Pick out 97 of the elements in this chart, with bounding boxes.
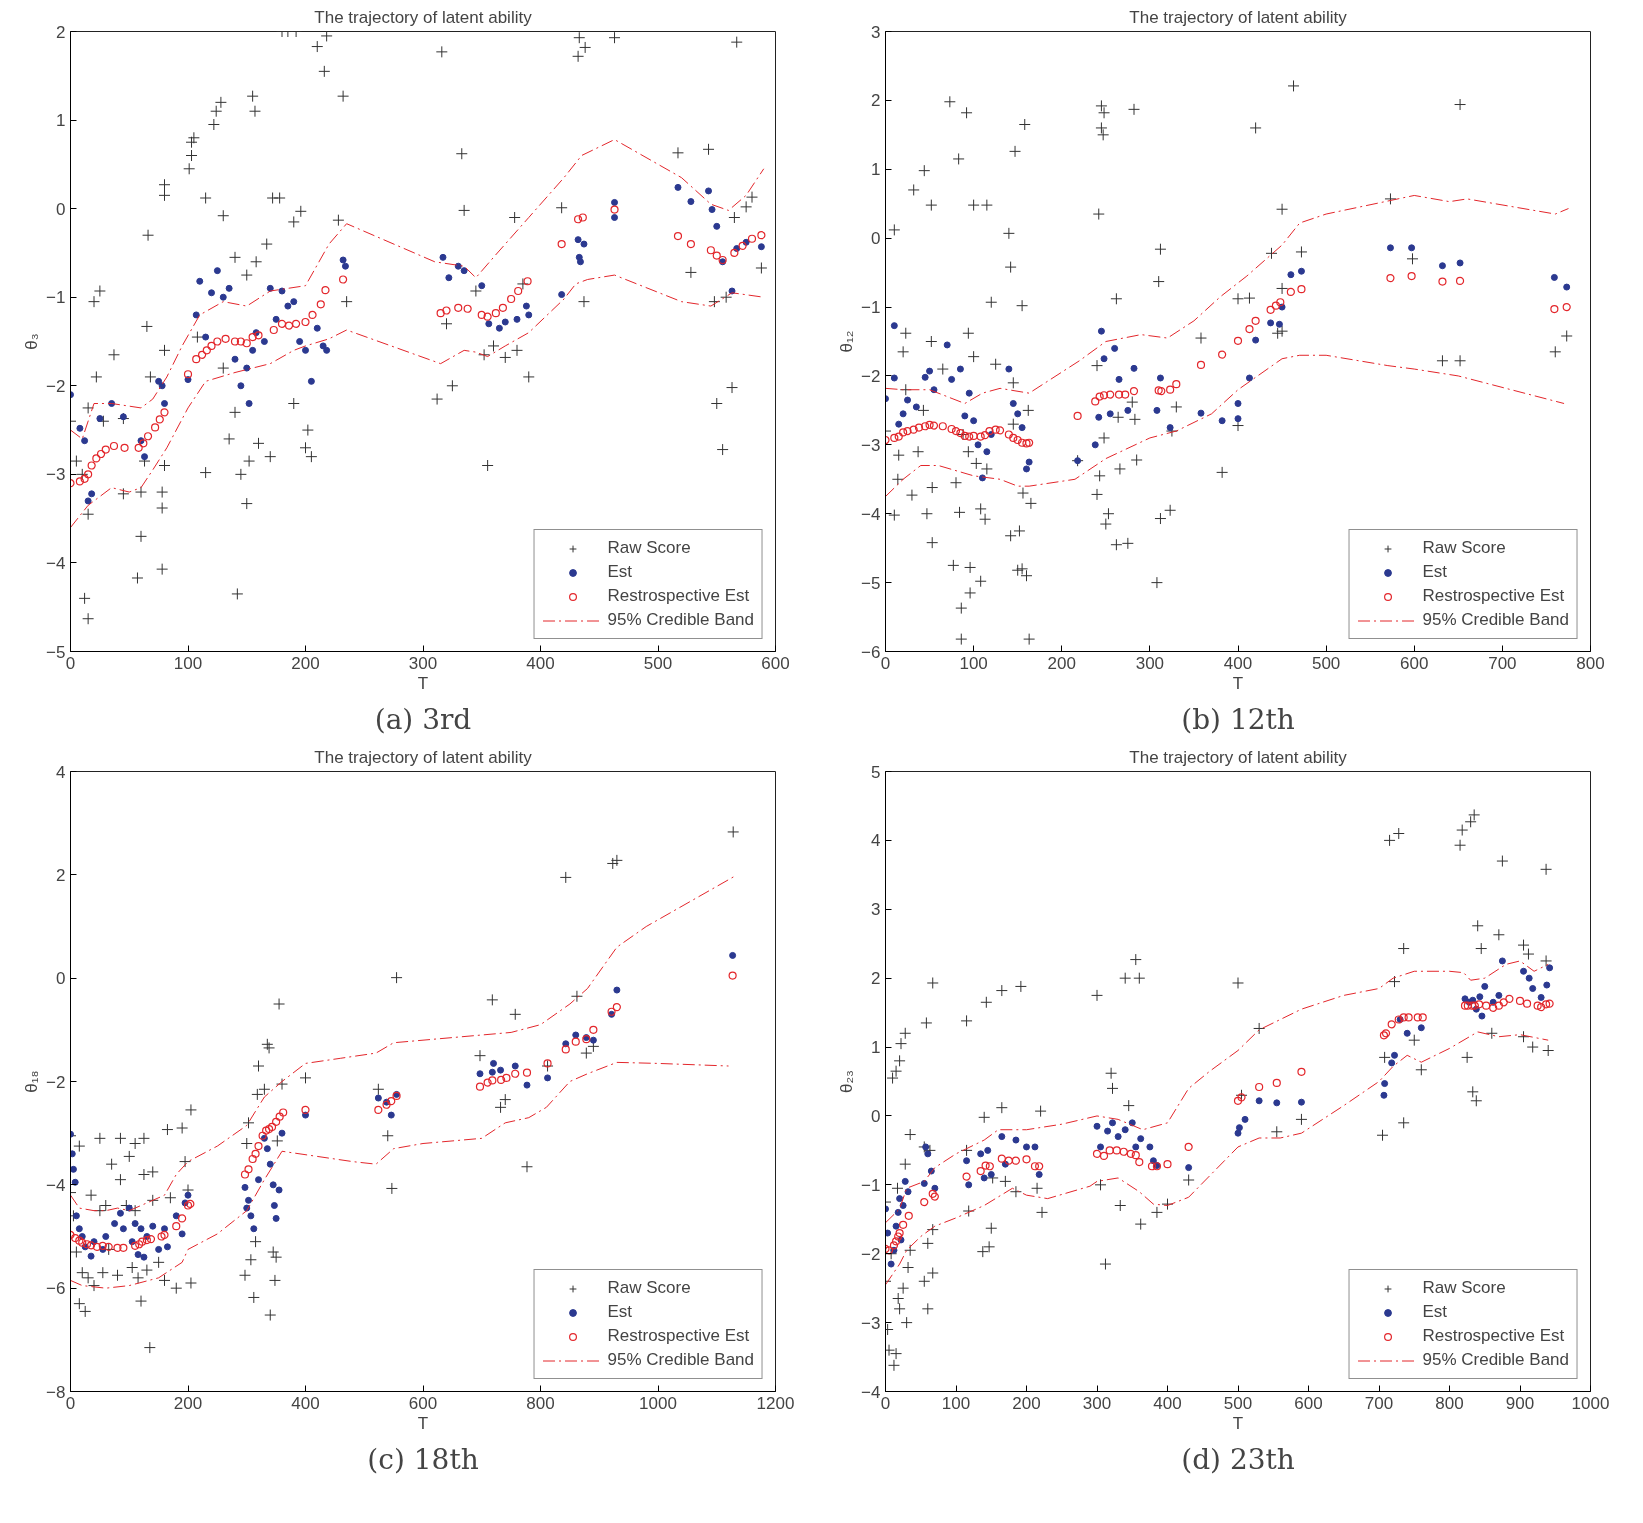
x-axis-title: T [1232, 1413, 1244, 1433]
text: (c) 18th [367, 1442, 479, 1476]
y-tick-label: 3 [871, 900, 881, 920]
y-tick-label: 0 [871, 1106, 881, 1126]
text: (d) 23th [1181, 1442, 1295, 1476]
x-tick-label: 900 [1505, 1393, 1535, 1413]
x-tick-label: 100 [173, 653, 203, 673]
chart-title: The trajectory of latent ability [314, 747, 533, 767]
x-axis-title: T [1232, 673, 1244, 693]
text: (a) 3rd [374, 702, 472, 736]
x-tick-label: 300 [1135, 653, 1165, 673]
x-tick-label: 200 [173, 1393, 203, 1413]
x-tick-label: 400 [1153, 1393, 1182, 1413]
x-tick-label: 500 [1311, 653, 1341, 673]
y-tick-label: −3 [861, 1313, 881, 1333]
x-tick-label: 200 [291, 653, 320, 673]
y-axis-title: θ₃ [22, 333, 42, 350]
y-tick-label: 0 [56, 969, 66, 989]
y-tick-label: −6 [46, 1279, 66, 1299]
y-tick-label: −5 [46, 642, 66, 662]
x-tick-label: 400 [526, 653, 555, 673]
y-tick-label: 0 [56, 199, 66, 219]
y-tick-label: 4 [871, 831, 881, 851]
y-tick-label: −2 [46, 376, 66, 396]
x-tick-label: 400 [1223, 653, 1253, 673]
y-tick-label: −3 [46, 465, 66, 485]
y-tick-label: 0 [871, 229, 881, 249]
y-tick-label: −4 [46, 1175, 66, 1195]
legend-label: Est [607, 1302, 633, 1322]
y-tick-label: −1 [861, 1175, 881, 1195]
x-tick-label: 100 [959, 653, 988, 673]
y-tick-label: −1 [46, 288, 66, 308]
y-tick-label: −4 [861, 504, 881, 524]
legend-label: Raw Score [1422, 1278, 1506, 1298]
y-tick-label: 1 [871, 160, 881, 180]
legend-label: Raw Score [1422, 538, 1506, 558]
legend-label: Restrospective Est [607, 1326, 750, 1346]
x-tick-label: 500 [643, 653, 673, 673]
y-tick-label: −3 [861, 435, 881, 455]
legend-label: Raw Score [607, 538, 691, 558]
x-tick-label: 600 [761, 653, 790, 673]
x-tick-label: 700 [1488, 653, 1517, 673]
legend-label: Est [607, 562, 633, 582]
x-tick-label: 100 [941, 1393, 971, 1413]
x-tick-label: 400 [291, 1393, 320, 1413]
y-tick-label: −4 [861, 1382, 881, 1402]
y-tick-label: 1 [56, 111, 66, 131]
chart-title: The trajectory of latent ability [1129, 7, 1348, 27]
y-tick-label: −1 [861, 298, 881, 318]
x-tick-label: 800 [1576, 653, 1605, 673]
y-tick-label: 4 [56, 762, 66, 782]
chart-title: The trajectory of latent ability [314, 7, 533, 27]
x-tick-label: 1200 [756, 1393, 795, 1413]
x-tick-label: 800 [526, 1393, 555, 1413]
x-axis-title: T [417, 673, 429, 693]
y-tick-label: −2 [861, 366, 881, 386]
legend-label: Raw Score [607, 1278, 691, 1298]
x-tick-label: 200 [1047, 653, 1076, 673]
y-axis-title: θ₂₃ [837, 1070, 857, 1093]
x-tick-label: 800 [1435, 1393, 1464, 1413]
y-tick-label: −2 [861, 1244, 881, 1264]
chart-title: The trajectory of latent ability [1129, 747, 1348, 767]
y-axis-title: θ₁₂ [837, 330, 857, 353]
y-tick-label: 1 [871, 1038, 881, 1058]
y-tick-label: −4 [46, 553, 66, 573]
legend-label: Est [1422, 1302, 1448, 1322]
legend-label: 95% Credible Band [1422, 1350, 1569, 1370]
legend-label: Restrospective Est [1422, 586, 1565, 606]
y-tick-label: 2 [56, 865, 66, 885]
y-tick-label: 3 [871, 22, 881, 42]
y-tick-label: 2 [871, 91, 881, 111]
x-tick-label: 600 [408, 1393, 438, 1413]
legend-label: 95% Credible Band [607, 1350, 754, 1370]
text: (b) 12th [1181, 702, 1295, 736]
x-tick-label: 300 [408, 653, 438, 673]
x-tick-label: 600 [1294, 1393, 1323, 1413]
y-tick-label: −5 [861, 573, 881, 593]
y-tick-label: −6 [861, 642, 881, 662]
y-axis-title: θ₁₈ [22, 1070, 42, 1093]
legend-label: Restrospective Est [607, 586, 750, 606]
x-tick-label: 200 [1012, 1393, 1041, 1413]
x-tick-label: 1000 [639, 1393, 677, 1413]
legend-label: 95% Credible Band [1422, 610, 1569, 630]
legend-label: 95% Credible Band [607, 610, 754, 630]
x-axis-title: T [417, 1413, 429, 1433]
x-tick-label: 1000 [1571, 1393, 1610, 1413]
y-tick-label: 5 [871, 762, 881, 782]
x-tick-label: 300 [1082, 1393, 1112, 1413]
legend-label: Est [1422, 562, 1448, 582]
x-tick-label: 700 [1364, 1393, 1394, 1413]
y-tick-label: 2 [871, 969, 881, 989]
y-tick-label: −8 [46, 1382, 66, 1402]
x-tick-label: 600 [1400, 653, 1429, 673]
legend-label: Restrospective Est [1422, 1326, 1565, 1346]
x-tick-label: 500 [1223, 1393, 1253, 1413]
y-tick-label: 2 [56, 22, 66, 42]
y-tick-label: −2 [46, 1072, 66, 1092]
